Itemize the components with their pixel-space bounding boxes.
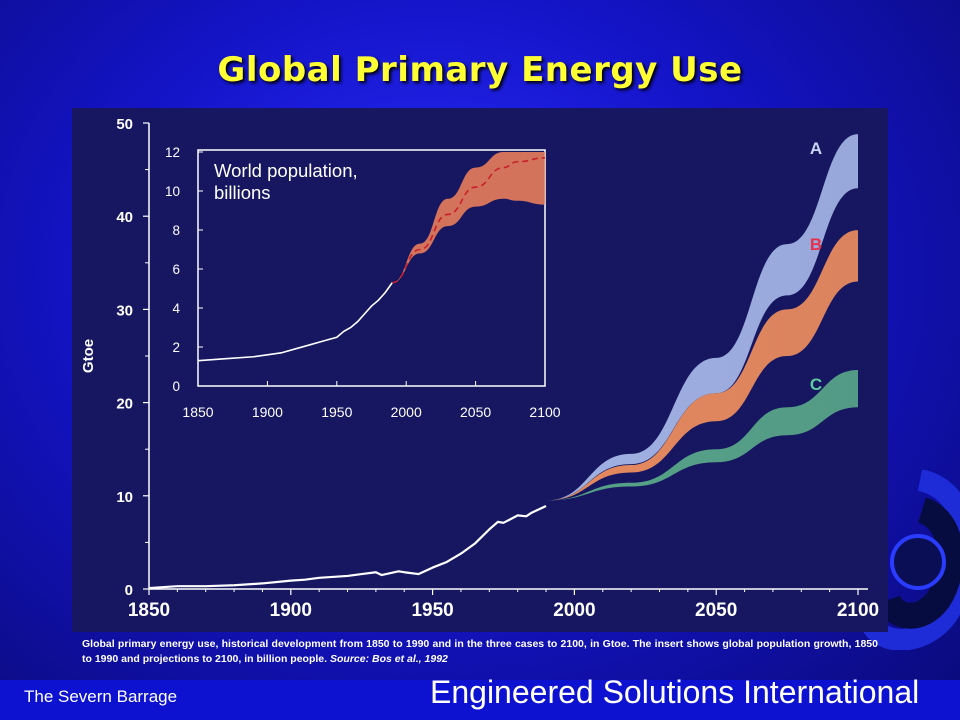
footer-left-text: The Severn Barrage [24,687,178,706]
x-tick-label: 2100 [837,600,879,621]
case-label-A: A [810,139,822,158]
slide-title: Global Primary Energy Use [217,50,743,90]
y-tick-label: 50 [116,116,133,133]
caption-source: Source: Bos et al., 1992 [329,653,448,665]
x-tick-label: 1900 [270,600,312,621]
inset-plot [198,152,545,362]
inset-y-tick-label: 4 [172,301,180,316]
inset-x-tick-label: 2000 [391,404,422,420]
inset-y-tick-label: 10 [165,184,180,199]
x-tick-label: 1950 [411,600,453,621]
chart-panel: 0 10 20 30 40 50 1850 1900 1950 2000 2050 2100 Gtoe A… [72,108,888,632]
population-projection-band [392,152,545,283]
y-tick-label: 10 [116,489,133,506]
inset-x-tick-label: 2050 [460,404,491,420]
x-tick-label: 1850 [128,600,170,621]
population-inset: 0 2 4 6 8 10 12 1850 1900 1950 2000 2050 2100 World p… [165,145,561,420]
inset-y-tick-label: 12 [165,145,180,160]
inset-x-tick-label: 1950 [321,404,352,420]
inset-title-line2: billions [214,182,271,203]
y-tick-label: 20 [116,396,133,413]
x-tick-label: 2050 [695,600,737,621]
inset-y-tick-label: 6 [172,262,180,277]
y-tick-label: 30 [116,302,133,319]
y-axis-label: Gtoe [80,339,97,373]
figure-caption: Global primary energy use, historical de… [72,632,888,674]
swirl-logo [860,470,960,650]
population-central-projection [392,157,545,284]
inset-x-tick-label: 1900 [252,404,283,420]
inset-y-tick-label: 8 [172,223,180,238]
inset-x-tick-label: 1850 [182,404,213,420]
case-label-B: B [810,235,822,254]
footer-right-text: Engineered Solutions International [430,674,920,710]
x-tick-label: 2000 [553,600,595,621]
inset-y-tick-label: 2 [172,340,180,355]
population-historical-line [198,282,393,362]
case-label-C: C [810,375,822,394]
inset-title: World population, billions [214,160,358,203]
historical-energy-line [148,505,547,590]
inset-title-line1: World population, [214,160,358,181]
inset-x-tick-label: 2100 [529,404,560,420]
y-tick-label: 0 [125,582,133,599]
y-tick-label: 40 [116,209,133,226]
caption-text: Global primary energy use, historical de… [82,638,878,665]
footer-bar [0,680,960,720]
inset-y-tick-label: 0 [172,379,180,394]
